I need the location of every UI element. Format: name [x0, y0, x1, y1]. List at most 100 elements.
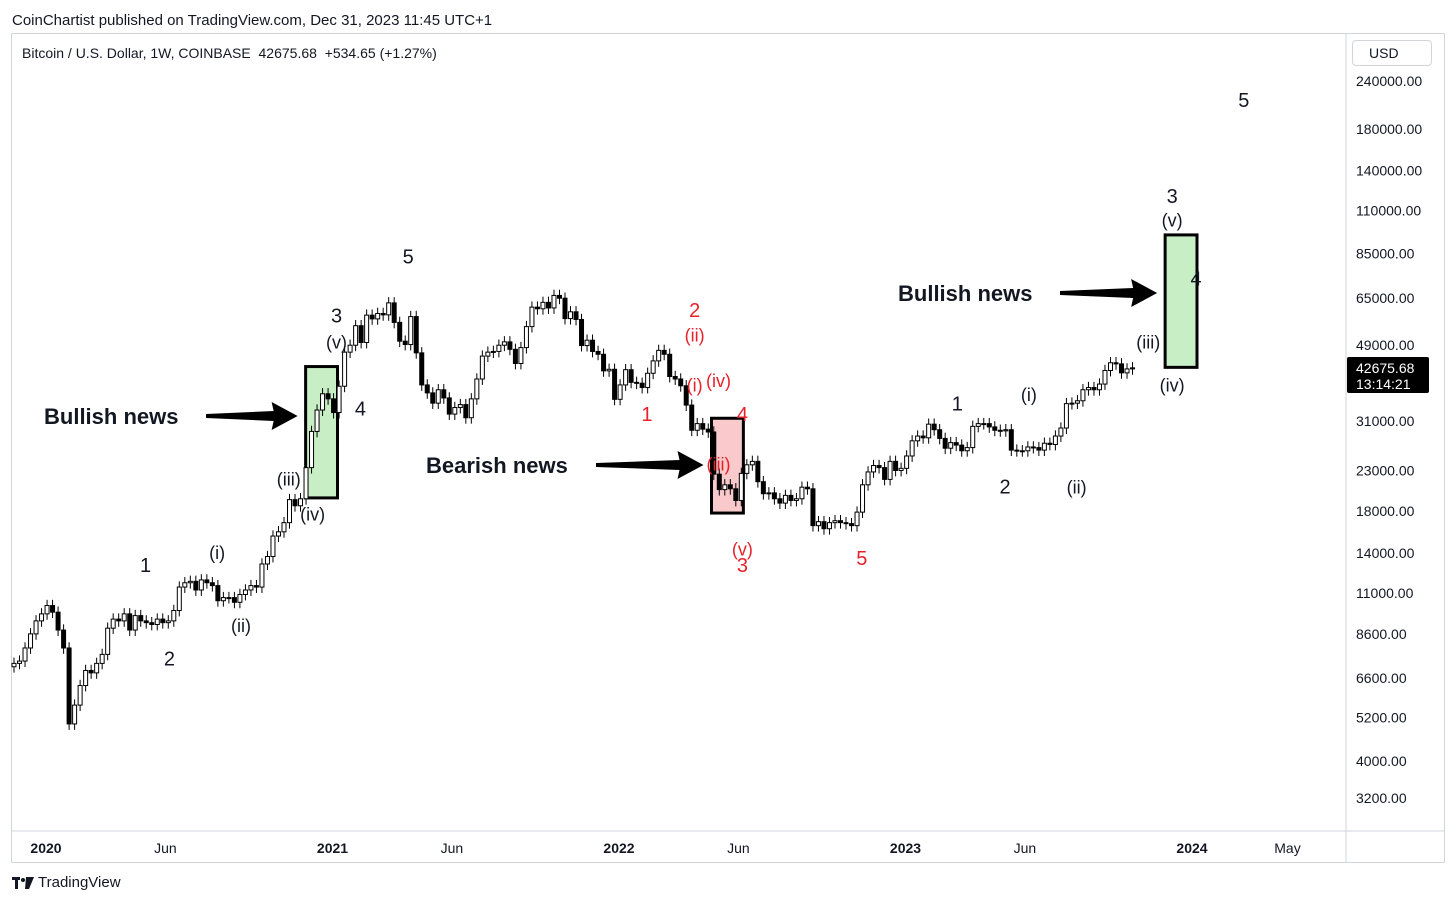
candle-body-up: [490, 350, 496, 353]
candle-body-up: [314, 409, 320, 432]
candle: [738, 467, 744, 507]
candle-body-up: [650, 360, 656, 374]
candle: [50, 599, 56, 619]
candle-body-down: [716, 473, 722, 491]
candle: [479, 350, 485, 385]
candle: [435, 384, 441, 410]
candle: [782, 489, 788, 510]
candle: [1085, 381, 1091, 396]
candle: [1069, 397, 1075, 410]
candle-body-down: [512, 348, 518, 365]
price-axis[interactable]: 240000.00 180000.00 140000.00 110000.00 8500…: [1356, 73, 1422, 806]
candle-body-up: [904, 455, 910, 469]
candle: [231, 591, 237, 609]
tradingview-brand[interactable]: TradingView: [12, 874, 121, 891]
candle-body-up: [33, 620, 39, 635]
candle-body-up: [176, 586, 182, 611]
bearish-news-label: Bearish news: [426, 453, 568, 478]
candle: [336, 380, 342, 419]
candle-body-down: [937, 429, 943, 439]
candle-body-up: [501, 341, 507, 346]
currency-button[interactable]: USD: [1352, 40, 1432, 66]
candle: [871, 459, 877, 478]
candle-body-down: [942, 437, 948, 449]
candle-body-down: [661, 349, 667, 355]
candle-body-down: [1119, 363, 1125, 374]
candle: [220, 591, 226, 607]
price-tick-label: 180000.00: [1356, 121, 1422, 137]
wave-label: 2: [164, 649, 175, 671]
candle-body-up: [1069, 402, 1075, 405]
candle-body-down: [788, 494, 794, 501]
candle: [209, 577, 215, 592]
candle-body-down: [672, 376, 678, 380]
candle-body-up: [386, 302, 392, 316]
wave-label: 1: [952, 394, 963, 416]
candle: [413, 310, 419, 359]
candle-body-down: [1030, 446, 1036, 449]
candle-body-up: [28, 633, 34, 649]
candle: [1025, 441, 1031, 457]
candle: [386, 297, 392, 321]
candle: [887, 455, 893, 486]
candle: [325, 388, 331, 405]
candle: [656, 344, 662, 367]
price-tick-label: 240000.00: [1356, 73, 1422, 89]
candle-body-down: [231, 597, 237, 603]
candle: [749, 455, 755, 471]
candle: [975, 417, 981, 433]
candle: [882, 461, 888, 486]
candle-body-up: [364, 314, 370, 344]
candle-body-up: [799, 486, 805, 500]
candle: [865, 466, 871, 491]
wave-label: 5: [403, 246, 414, 268]
candle: [1113, 357, 1119, 370]
candle: [838, 514, 843, 529]
candle-body-up: [518, 347, 524, 365]
wave-label: 4: [355, 399, 366, 421]
candle: [358, 319, 364, 349]
candle-body-down: [876, 465, 882, 469]
candle: [733, 483, 739, 507]
time-tick-label: 2022: [603, 840, 634, 856]
candle-body-up: [303, 467, 309, 500]
candle-body-up: [738, 472, 744, 501]
candle-body-down: [325, 393, 331, 400]
wave-label: 1: [140, 555, 151, 577]
candle: [331, 393, 337, 419]
price-tick-label: 11000.00: [1356, 585, 1414, 601]
candle: [215, 579, 221, 607]
time-axis[interactable]: 2020 Jun 2021 Jun 2022 Jun 2023 Jun 2024 May: [30, 840, 1300, 856]
candle: [667, 348, 673, 383]
time-tick-label: Jun: [727, 840, 750, 856]
candle-body-up: [623, 369, 629, 386]
candle: [722, 479, 728, 496]
candle-body-up: [617, 384, 623, 400]
candle-body-down: [705, 428, 711, 433]
wave-label: 3: [331, 306, 342, 328]
candle: [661, 344, 667, 361]
candle: [507, 336, 513, 356]
candle: [441, 384, 447, 404]
candle: [149, 616, 155, 631]
candle: [1047, 437, 1053, 451]
candle-body-down: [1014, 449, 1020, 452]
candle: [287, 493, 292, 529]
candle: [612, 363, 618, 406]
wave-label: (iv): [1160, 376, 1185, 396]
candle-body-up: [551, 294, 557, 309]
candle-body-up: [1102, 369, 1108, 385]
candle-body-down: [463, 404, 469, 419]
candle: [650, 355, 656, 380]
candle: [799, 481, 805, 505]
candle-body-up: [1130, 367, 1136, 370]
candle-body-up: [242, 589, 248, 596]
time-tick-label: Jun: [1014, 840, 1037, 856]
candle: [590, 334, 596, 358]
candle-body-down: [667, 353, 673, 378]
candle: [61, 624, 67, 654]
candle: [430, 387, 436, 410]
wave-label: 3: [1167, 186, 1178, 208]
candle-body-down: [628, 369, 634, 383]
